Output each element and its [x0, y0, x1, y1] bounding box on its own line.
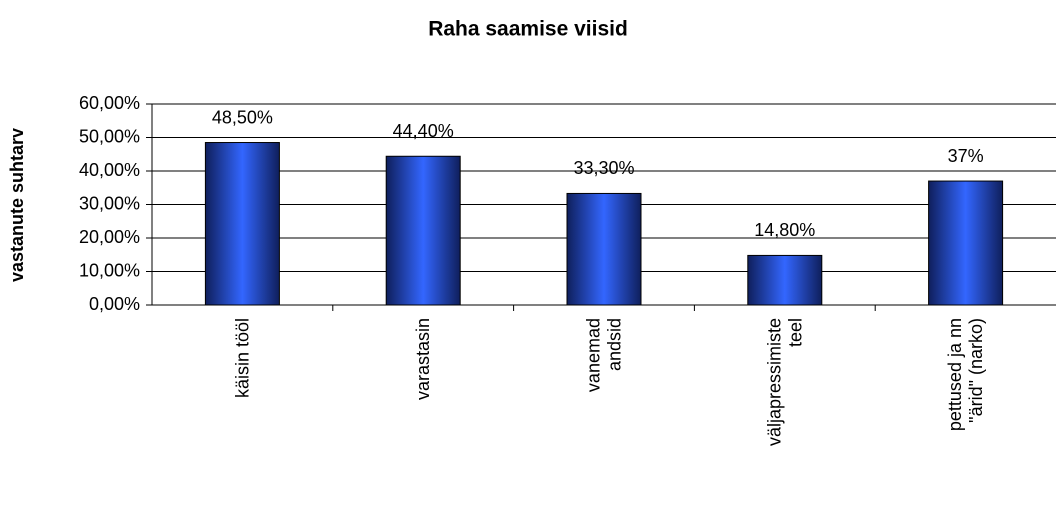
x-tick-label: vanemadandsid — [584, 318, 625, 392]
bar — [747, 254, 823, 306]
bar — [204, 142, 280, 306]
y-tick-label: 20,00% — [79, 227, 140, 247]
y-tick-label: 10,00% — [79, 260, 140, 280]
x-tick-label-line: pettused ja nn — [945, 318, 965, 431]
x-tick-label-line: andsid — [605, 318, 625, 371]
y-axis-label: vastanute suhtarv — [7, 128, 27, 282]
y-tick-label: 50,00% — [79, 126, 140, 146]
data-label: 14,80% — [754, 220, 815, 240]
data-label: 48,50% — [212, 107, 273, 127]
x-tick-label-line: varastasin — [413, 318, 433, 400]
x-tick-label-line: käisin tööl — [232, 318, 252, 398]
bar — [566, 192, 642, 306]
bar — [385, 155, 461, 306]
x-tick-label: varastasin — [413, 318, 433, 400]
x-tick-label-line: vanemad — [584, 318, 604, 392]
x-tick-label: pettused ja nn"ärid" (narko) — [945, 318, 986, 431]
data-label: 33,30% — [573, 158, 634, 178]
bar — [928, 180, 1004, 306]
y-tick-label: 30,00% — [79, 193, 140, 213]
x-tick-label-line: teel — [785, 318, 805, 347]
chart-title: Raha saamise viisid — [428, 18, 628, 41]
x-tick-label: väljapressimisteteel — [764, 318, 805, 446]
y-tick-label: 60,00% — [79, 93, 140, 113]
y-tick-label: 40,00% — [79, 160, 140, 180]
y-tick-label: 0,00% — [89, 294, 140, 314]
x-tick-label-line: "ärid" (narko) — [966, 318, 986, 423]
data-label: 37% — [948, 146, 984, 166]
data-label: 44,40% — [393, 121, 454, 141]
x-tick-label: käisin tööl — [232, 318, 252, 398]
x-tick-label-line: väljapressimiste — [764, 318, 784, 446]
